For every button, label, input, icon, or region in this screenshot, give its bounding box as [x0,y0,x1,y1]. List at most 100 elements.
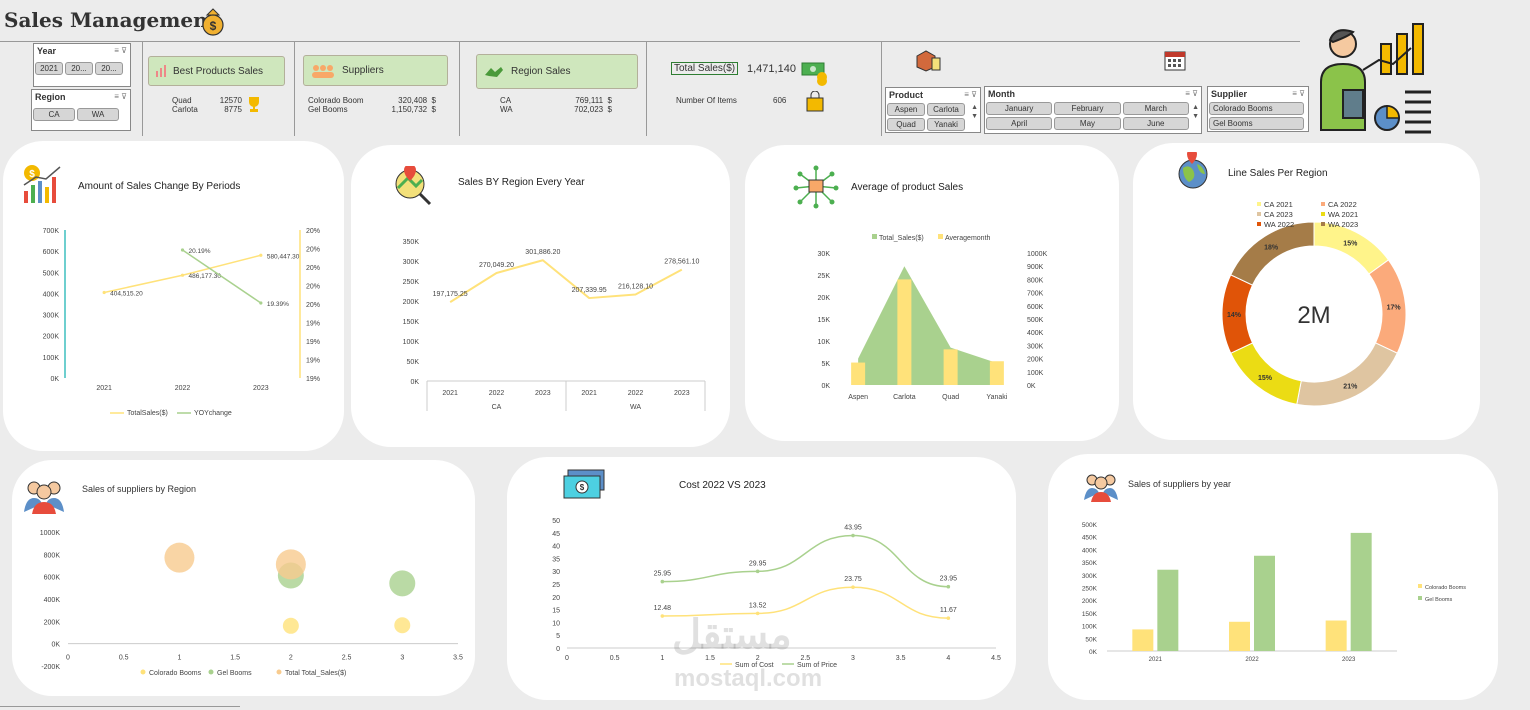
product-chip[interactable]: Carlota [927,103,965,116]
scroll-arrows[interactable]: ▲ ▼ [1192,104,1199,120]
legend-swatch [1321,212,1325,216]
data-label: 19.39% [267,301,289,308]
region-name: CA [500,96,512,105]
supplier-chip[interactable]: Colorado Booms [1209,102,1304,115]
y2-tick-label: 900K [1027,264,1044,271]
month-slicer[interactable]: Month ≡ ⊽ January February March April May Ju… [984,86,1202,134]
filter-clear-icon[interactable]: ≡ ⊽ [114,92,127,101]
y2-tick-label: 19% [306,339,320,346]
supplier-slicer-label: Supplier [1211,89,1248,99]
chart-title: Line Sales Per Region [1228,168,1328,179]
team-icon [24,481,64,514]
data-label: 486,177.30 [189,273,222,280]
y-tick-label: 0K [410,379,419,386]
scroll-arrows[interactable]: ▲ ▼ [971,104,978,120]
region-value: 769,111 [575,96,604,105]
series-line [662,534,949,588]
product-chip[interactable]: Yanaki [927,118,965,131]
y2-tick-label: 200K [1027,357,1044,364]
y-tick-label: 0 [556,646,560,653]
region-chip[interactable]: WA [77,108,119,121]
month-chip[interactable]: May [1054,117,1121,130]
year-chip[interactable]: 20... [95,62,123,75]
cash-stack-icon: $ [563,469,605,499]
y-tick-label: 250K [1082,586,1098,593]
y-tick-label: -200K [41,664,60,671]
y-tick-label: 100K [1082,624,1098,631]
filter-clear-icon[interactable]: ≡ ⊽ [1292,89,1305,98]
year-slicer[interactable]: Year ≡ ⊽ 2021 20... 20... [33,43,131,87]
line-region-donut-chart: 15% 17% 21% 15% 14% 18% 2M CA 2021 CA 2022 CA 202… [1221,200,1407,407]
month-chip[interactable]: April [986,117,1053,130]
region-chip[interactable]: CA [33,108,75,121]
product-chip[interactable]: Quad [887,118,925,131]
year-chip[interactable]: 20... [65,62,93,75]
month-chip[interactable]: February [1054,102,1121,115]
x-tick-label: 0 [565,655,569,662]
data-label: 404,515.20 [110,290,143,297]
data-point [946,584,951,589]
month-chip[interactable]: June [1122,117,1189,130]
y-tick-label: 150K [403,319,420,326]
sheet-tabs[interactable] [0,706,240,710]
data-label: 12.48 [654,605,672,612]
product-chip[interactable]: Aspen [887,103,925,116]
month-chip[interactable]: March [1122,102,1189,115]
y-tick-label: 200K [403,299,420,306]
svg-text:$: $ [29,169,35,180]
y-tick-label: 20K [818,295,831,302]
x-tick-label: 3.5 [453,655,463,662]
x-tick-label: 2022 [489,390,505,397]
divider [646,42,647,136]
y2-tick-label: 20% [306,302,320,309]
bubble [164,542,195,573]
product-value: 8775 [224,105,242,114]
currency-unit: $ [607,96,612,105]
y2-tick-label: 300K [1027,343,1044,350]
product-slicer[interactable]: Product ≡ ⊽ Aspen Carlota Quad Yanaki ▲ ▼ [885,87,981,133]
x-tick-label: Yanaki [986,394,1007,401]
best-products-button[interactable]: Best Products Sales [148,56,285,86]
legend-swatch [1257,202,1261,206]
filter-clear-icon[interactable]: ≡ ⊽ [1185,89,1198,98]
year-chip[interactable]: 2021 [35,62,63,75]
x-tick-label: 2021 [581,390,597,397]
bubble [275,549,306,580]
series-line [662,586,949,619]
region-sales-button[interactable]: Region Sales [476,54,638,89]
data-label: 13.52 [749,602,767,609]
suppliers-region-bubble-chart: -200K 0K 200K 400K 600K 800K 1000K 0 0.5 1 1.5 2 2.5… [40,530,463,677]
data-point [660,614,665,618]
y-tick-label: 0K [1089,649,1098,656]
y-tick-label: 150K [1082,611,1098,618]
x-tick-label: 4.5 [991,655,1001,662]
x-tick-label: 3 [851,655,855,662]
sales-change-chart: 0K 100K 200K 300K 400K 500K 600K 700K 19% 19% 19% 1… [43,228,320,417]
year-slicer-label: Year [37,46,57,56]
data-label: 197,175.25 [433,291,468,298]
y-tick-label: 40 [552,544,560,551]
y-tick-label: 200K [43,334,60,341]
y-tick-label: 45 [552,531,560,538]
suppliers-button[interactable]: Suppliers [303,55,448,86]
region-slicer[interactable]: Region ≡ ⊽ CA WA [31,89,131,131]
data-label: 11.67 [940,607,957,614]
y-tick-label: 25 [552,582,560,589]
data-label: 23.95 [940,576,958,583]
supplier-slicer[interactable]: Supplier ≡ ⊽ Colorado Booms Gel Booms [1207,86,1309,132]
y-tick-label: 500K [43,270,60,277]
filter-clear-icon[interactable]: ≡ ⊽ [964,90,977,99]
avg-product-chart: 0K 5K 10K 15K 20K 25K 30K 0K 100K 200K 300K 400K 500… [818,234,1048,401]
svg-text:$: $ [210,19,217,33]
chart-title: Amount of Sales Change By Periods [78,181,241,192]
filter-clear-icon[interactable]: ≡ ⊽ [114,46,127,55]
month-chip[interactable]: January [986,102,1053,115]
divider [881,42,882,136]
chart-title: Cost 2022 VS 2023 [679,480,766,491]
legend-label: CA 2023 [1264,210,1293,219]
supplier-chip[interactable]: Gel Booms [1209,117,1304,130]
currency-unit: $ [431,105,436,114]
y-tick-label: 200K [1082,598,1098,605]
legend-label: YOYchange [194,410,232,417]
data-point [180,273,185,277]
